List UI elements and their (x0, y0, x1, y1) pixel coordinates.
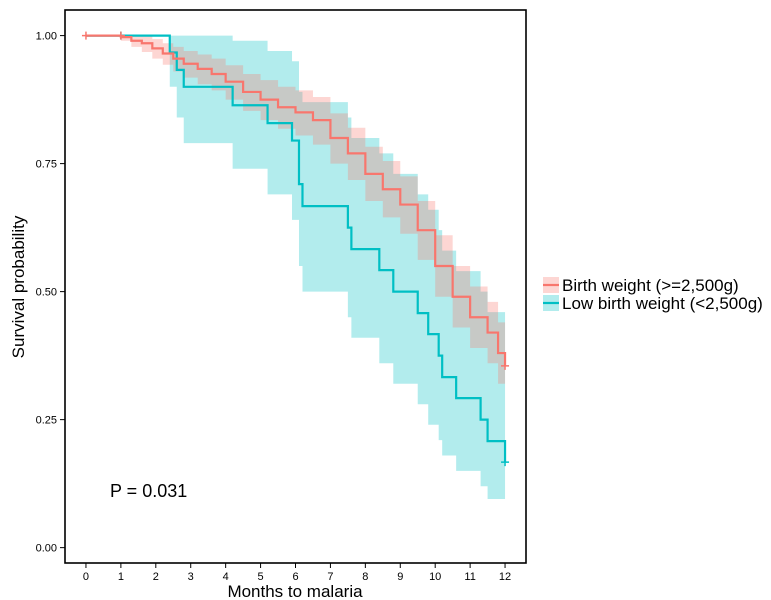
y-tick-label-3: 0.75 (36, 159, 57, 171)
legend: Birth weight (>=2,500g) Low birth weight… (543, 276, 763, 313)
x-tick-label-6: 6 (292, 571, 298, 583)
p-value-annotation: P = 0.031 (110, 481, 187, 501)
plot-layer (81, 31, 510, 512)
axes-layer: 0 1 2 3 4 5 6 7 8 9 10 11 120.000.250.500.751.00 (36, 31, 512, 583)
x-tick-label-11: 11 (464, 571, 475, 583)
y-tick-label-4: 1.00 (36, 31, 57, 43)
y-tick-label-2: 0.50 (36, 287, 57, 299)
survival-line-low-birth-weight-2-500g (85, 34, 507, 463)
legend-item-birth-weight: Birth weight (>=2,500g) (543, 276, 739, 295)
legend-label-low-birth-weight: Low birth weight (<2,500g) (562, 294, 763, 313)
y-axis-title: Survival probability (9, 215, 28, 358)
x-tick-label-9: 9 (397, 571, 403, 583)
x-tick-label-7: 7 (327, 571, 333, 583)
x-tick-label-0: 0 (83, 571, 89, 583)
x-tick-label-10: 10 (429, 571, 441, 583)
legend-item-low-birth-weight: Low birth weight (<2,500g) (543, 294, 763, 313)
survival-line-birth-weight-2-500g (85, 34, 507, 366)
x-tick-label-12: 12 (499, 571, 511, 583)
y-tick-label-1: 0.25 (36, 415, 57, 427)
legend-label-birth-weight: Birth weight (>=2,500g) (562, 276, 739, 295)
x-tick-label-2: 2 (153, 571, 159, 583)
x-tick-label-8: 8 (362, 571, 368, 583)
ci-band-low-birth-weight-2-500g (85, 35, 506, 512)
x-tick-label-3: 3 (188, 571, 194, 583)
y-tick-label-0: 0.00 (36, 543, 57, 555)
x-tick-label-4: 4 (223, 571, 229, 583)
x-axis-title: Months to malaria (227, 582, 363, 600)
x-tick-label-5: 5 (258, 571, 264, 583)
x-tick-label-1: 1 (118, 571, 124, 583)
